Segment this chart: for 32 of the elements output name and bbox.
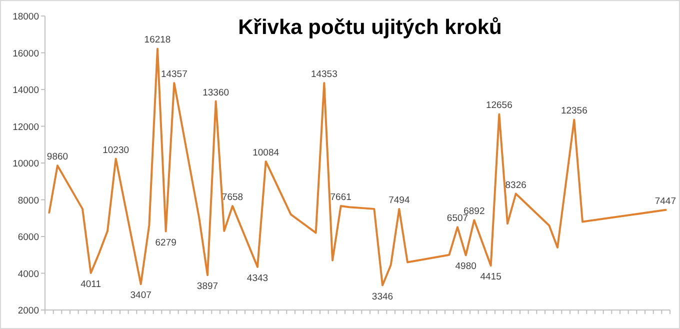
y-tick-label: 14000: [12, 85, 39, 96]
data-label: 12356: [560, 106, 588, 117]
data-label: 7661: [330, 192, 352, 203]
y-tick-label: 18000: [12, 12, 39, 22]
data-label: 14357: [160, 68, 188, 80]
data-label: 10084: [252, 147, 280, 158]
y-tick-label: 8000: [18, 195, 39, 206]
y-tick-label: 6000: [18, 232, 39, 243]
data-label: 4980: [455, 261, 476, 272]
data-label: 9860: [46, 152, 68, 163]
data-label: 12656: [486, 100, 512, 112]
data-label: 4011: [80, 279, 102, 290]
data-label: 14353: [310, 69, 338, 80]
chart-title: Křivka počtu ujitých kroků: [238, 16, 502, 39]
data-label: 16218: [144, 34, 171, 46]
y-tick-label: 16000: [12, 48, 39, 60]
y-tick-label: 2000: [18, 306, 39, 316]
data-label: 4343: [246, 272, 268, 284]
y-tick-label: 4000: [18, 268, 39, 280]
data-label: 13360: [202, 87, 230, 98]
data-label: 7447: [654, 196, 676, 207]
y-tick-label: 12000: [12, 122, 39, 133]
data-label: 8326: [505, 180, 526, 191]
y-tick-label: 10000: [12, 158, 39, 170]
data-label: 3346: [372, 291, 394, 302]
data-label: 10230: [102, 144, 130, 156]
data-label: 6279: [155, 237, 176, 248]
data-label: 6507: [446, 213, 468, 224]
data-label: 4415: [480, 272, 502, 283]
data-label: 3407: [130, 290, 152, 302]
data-label: 3897: [196, 281, 218, 292]
data-label: 7494: [388, 195, 410, 206]
